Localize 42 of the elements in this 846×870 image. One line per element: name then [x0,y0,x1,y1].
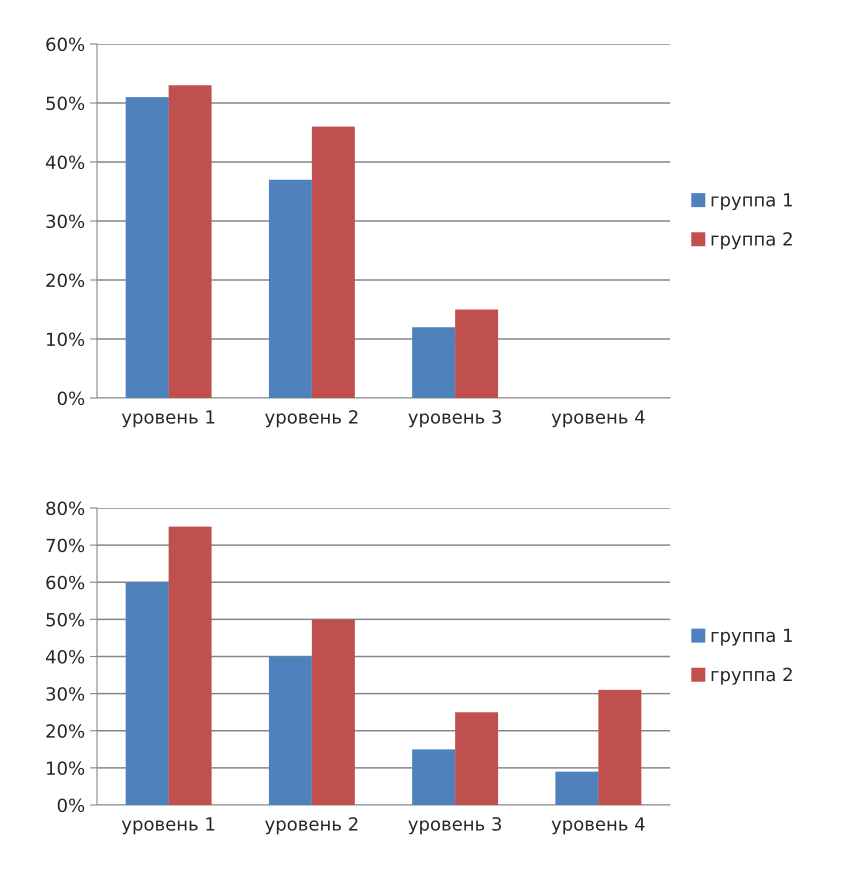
y-tick-label: 50% [46,612,84,626]
bar [126,97,169,398]
bar [168,85,212,398]
x-tick-label: уровень 3 [408,817,501,834]
y-tick-label: 40% [46,155,84,170]
bar [312,126,355,398]
bar [598,690,642,805]
y-tick-label: 70% [46,538,84,552]
legend-label: группа 2 [712,232,792,250]
bar [455,310,498,398]
x-tick-label: уровень 1 [122,410,214,428]
bar [412,327,456,398]
legend-label: группа 1 [712,628,792,646]
x-tick-label: уровень 1 [122,817,214,834]
y-tick-label: 20% [46,273,84,288]
bar [412,749,456,805]
y-tick-label: 80% [46,501,84,516]
y-tick-label: 50% [46,96,84,110]
bar [168,526,212,805]
bar [268,180,312,398]
legend-label: группа 1 [712,193,792,210]
y-tick-label: 60% [46,576,84,590]
bar [126,582,169,805]
bar [268,656,312,805]
y-tick-label: 20% [46,724,84,738]
y-tick-label: 40% [46,650,84,664]
bar [455,712,498,805]
x-tick-label: уровень 4 [552,410,645,428]
x-tick-label: уровень 4 [552,817,645,834]
y-tick-label: 30% [46,214,84,228]
bar [555,772,598,805]
x-tick-label: уровень 2 [265,817,358,834]
y-tick-label: 60% [46,37,84,52]
legend-label: группа 2 [712,668,792,685]
x-tick-label: уровень 3 [408,410,501,428]
y-tick-label: 30% [46,687,84,701]
y-tick-label: 10% [47,332,84,346]
x-tick-label: уровень 2 [265,410,358,428]
y-tick-label: 0% [58,798,84,812]
y-tick-label: 0% [58,391,84,406]
y-tick-label: 10% [47,761,84,775]
bar [312,619,355,805]
